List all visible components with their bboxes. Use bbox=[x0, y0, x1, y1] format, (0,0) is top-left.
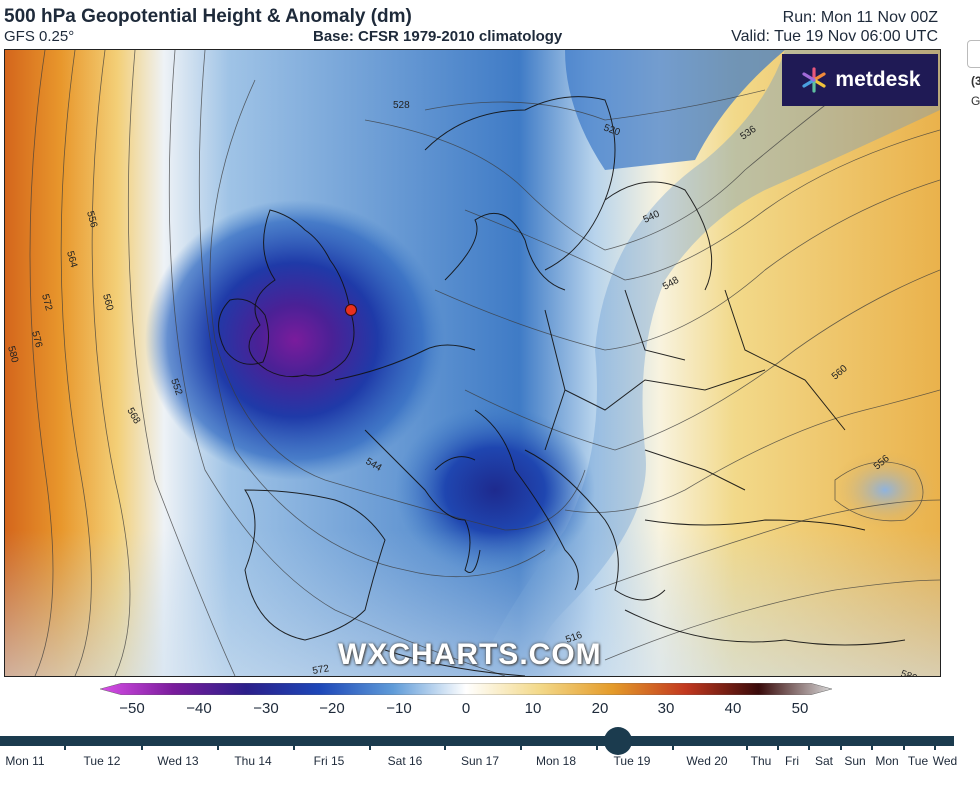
day-label[interactable]: Tue 12 bbox=[83, 754, 121, 768]
contour-label: 572 bbox=[39, 293, 54, 312]
day-label[interactable]: Sun bbox=[844, 754, 866, 768]
day-label[interactable]: Tue 19 bbox=[613, 754, 651, 768]
colorbar-tick: −10 bbox=[386, 700, 412, 717]
colorbar-tick: 40 bbox=[724, 700, 742, 717]
side-panel-text: (3 bbox=[971, 74, 980, 88]
contour-label: 560 bbox=[100, 293, 115, 312]
timeline-tick bbox=[808, 744, 810, 750]
contour-label: 576 bbox=[29, 330, 44, 349]
side-panel-button[interactable] bbox=[967, 40, 980, 68]
day-label[interactable]: Fri bbox=[785, 754, 799, 768]
colorbar-tick: 0 bbox=[461, 700, 471, 717]
side-panel-subtext: G bbox=[971, 94, 980, 108]
timeline-tick bbox=[672, 744, 674, 750]
colorbar-tick: −40 bbox=[186, 700, 212, 717]
timeline-tick bbox=[64, 744, 66, 750]
chart-title: 500 hPa Geopotential Height & Anomaly (d… bbox=[4, 6, 412, 27]
map-canvas: 520 528 536 540 548 556 564 560 572 576 … bbox=[5, 50, 940, 676]
day-label[interactable]: Sun 17 bbox=[460, 754, 500, 768]
day-label[interactable]: Sat 16 bbox=[387, 754, 423, 768]
timeline-tick bbox=[840, 744, 842, 750]
timeline-tick bbox=[903, 744, 905, 750]
day-label[interactable]: Thu bbox=[750, 754, 772, 768]
day-label[interactable]: Sat bbox=[814, 754, 834, 768]
timeline-tick bbox=[777, 744, 779, 750]
timeline-track[interactable] bbox=[0, 736, 954, 750]
colorbar-tick: 20 bbox=[591, 700, 609, 717]
contour-label: 556 bbox=[84, 210, 99, 229]
colorbar-tick: 10 bbox=[524, 700, 542, 717]
day-label[interactable]: Wed 13 bbox=[157, 754, 199, 768]
timeline-handle[interactable] bbox=[604, 727, 632, 755]
colorbar-tick: −30 bbox=[253, 700, 279, 717]
brand-name: metdesk bbox=[835, 68, 921, 91]
colorbar-ticks: −50 −40 −30 −20 −10 0 10 20 30 40 50 bbox=[0, 700, 980, 722]
timeline-tick bbox=[746, 744, 748, 750]
day-label[interactable]: Mon 11 bbox=[5, 754, 45, 768]
anomaly-colorbar bbox=[100, 683, 832, 695]
coastlines bbox=[218, 96, 906, 676]
timeline-days: Mon 11 Tue 12 Wed 13 Thu 14 Fri 15 Sat 1… bbox=[0, 754, 980, 774]
day-label[interactable]: Thu 14 bbox=[234, 754, 272, 768]
timeline-tick bbox=[596, 744, 598, 750]
contour-label: 572 bbox=[312, 663, 331, 676]
colorbar-tick: 30 bbox=[657, 700, 675, 717]
timeline-tick bbox=[444, 744, 446, 750]
model-label: GFS 0.25° bbox=[4, 28, 75, 45]
day-label[interactable]: Wed 20 bbox=[686, 754, 728, 768]
colorbar-tick: 50 bbox=[791, 700, 809, 717]
day-label[interactable]: Mon 18 bbox=[535, 754, 577, 768]
day-label[interactable]: Wed bbox=[932, 754, 958, 768]
valid-label: Valid: Tue 19 Nov 06:00 UTC bbox=[731, 28, 938, 45]
timeline-tick bbox=[217, 744, 219, 750]
contour-label: 580 bbox=[5, 345, 20, 364]
contour-label: 564 bbox=[64, 250, 79, 269]
day-label[interactable]: Fri 15 bbox=[313, 754, 345, 768]
day-label[interactable]: Tue bbox=[907, 754, 929, 768]
anomaly-map[interactable]: 520 528 536 540 548 556 564 560 572 576 … bbox=[4, 49, 941, 677]
timeline-tick bbox=[934, 744, 936, 750]
colorbar-tick: −20 bbox=[319, 700, 345, 717]
timeline-tick bbox=[293, 744, 295, 750]
asterisk-logo-icon bbox=[802, 67, 826, 93]
metdesk-logo: metdesk bbox=[782, 54, 938, 106]
contour-label: 580 bbox=[899, 668, 919, 676]
run-label: Run: Mon 11 Nov 00Z bbox=[782, 9, 938, 26]
timeline-tick bbox=[141, 744, 143, 750]
base-label: Base: CFSR 1979-2010 climatology bbox=[313, 28, 563, 45]
colorbar-tick: −50 bbox=[119, 700, 145, 717]
timeline-tick bbox=[871, 744, 873, 750]
day-label[interactable]: Mon bbox=[875, 754, 899, 768]
timeline-tick bbox=[520, 744, 522, 750]
height-contours bbox=[29, 50, 940, 676]
watermark: WXCHARTS.COM bbox=[338, 638, 602, 671]
contour-label: 528 bbox=[393, 100, 410, 111]
location-marker[interactable] bbox=[345, 304, 357, 316]
timeline-tick bbox=[369, 744, 371, 750]
